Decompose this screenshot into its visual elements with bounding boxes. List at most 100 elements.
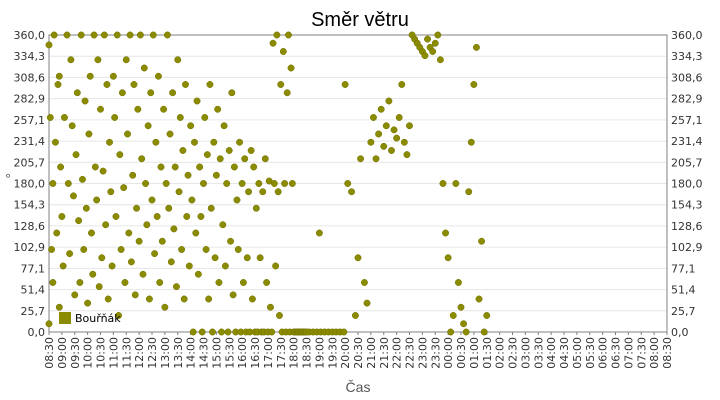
data-point — [121, 279, 129, 286]
data-point — [363, 299, 371, 307]
data-point — [140, 64, 148, 72]
data-point — [218, 328, 225, 336]
data-point — [228, 89, 236, 97]
x-tick-label: 07:00 — [622, 337, 635, 369]
data-point — [367, 138, 375, 146]
data-point — [165, 204, 173, 212]
data-point — [178, 246, 186, 253]
data-point — [81, 97, 89, 105]
x-tick-label: 05:00 — [571, 337, 584, 369]
data-point — [281, 180, 289, 187]
data-point — [215, 279, 223, 286]
data-point — [86, 72, 94, 80]
x-tick-label: 13:00 — [159, 337, 172, 369]
x-tick-label: 10:30 — [95, 337, 108, 369]
data-point — [95, 283, 103, 291]
legend: Bouřňák — [59, 312, 121, 325]
data-point — [348, 188, 356, 196]
data-point — [164, 31, 171, 39]
data-point — [131, 291, 139, 299]
data-point — [475, 295, 483, 303]
data-point — [71, 291, 79, 299]
data-point — [340, 328, 348, 336]
data-point — [288, 180, 296, 187]
x-tick-label: 18:00 — [288, 337, 301, 369]
data-point — [382, 122, 390, 130]
data-point — [115, 312, 122, 319]
y-tick-label-right: 25,7 — [671, 305, 696, 318]
data-point — [276, 312, 283, 319]
data-point — [457, 303, 465, 311]
data-point — [94, 56, 102, 64]
data-point — [344, 180, 352, 187]
y-tick-label-left: 231,4 — [14, 135, 46, 148]
data-point — [106, 138, 113, 146]
x-tick-label: 04:30 — [558, 337, 571, 369]
data-point — [77, 31, 85, 39]
x-tick-label: 11:00 — [107, 337, 120, 369]
x-tick-label: 20:30 — [352, 337, 365, 369]
y-tick-label-left: 308,6 — [14, 71, 46, 84]
data-point — [248, 295, 256, 303]
data-point — [200, 180, 207, 187]
data-point — [104, 295, 112, 303]
data-point — [162, 180, 170, 187]
data-point — [179, 147, 187, 154]
data-point — [118, 89, 126, 97]
y-tick-labels-right: 0,0 25,7 51,4 77,1 102,9 128,6 154,3 180,0 205,7… — [671, 29, 703, 339]
data-point — [210, 138, 218, 146]
x-tick-label: 23:30 — [429, 337, 442, 369]
data-point — [465, 188, 473, 196]
data-point — [173, 283, 180, 291]
data-point — [142, 180, 150, 187]
data-point — [126, 31, 134, 39]
y-tick-label-right: 360,0 — [671, 29, 703, 42]
data-point — [434, 31, 442, 39]
data-point — [442, 229, 449, 237]
y-tick-labels-left: 0,0 25,7 51,4 77,1 102,9 128,6 154,3 180,0 205,7… — [14, 29, 46, 339]
data-point — [180, 295, 188, 303]
data-point — [439, 180, 447, 187]
data-point — [45, 41, 53, 49]
data-point — [175, 188, 183, 196]
y-tick-label-right: 154,3 — [671, 199, 703, 212]
x-tick-label: 20:00 — [339, 337, 352, 369]
data-point — [395, 114, 403, 121]
data-point — [449, 312, 457, 319]
y-tick-label-left: 0,0 — [28, 326, 46, 339]
data-point — [197, 213, 205, 220]
data-point — [221, 262, 229, 270]
data-point — [431, 39, 439, 47]
data-point — [398, 81, 406, 88]
data-point — [225, 147, 233, 154]
y-tick-label-right: 257,1 — [671, 114, 703, 127]
data-point — [202, 246, 210, 253]
data-point — [454, 279, 462, 286]
data-point — [375, 130, 383, 138]
x-tick-label: 23:00 — [416, 337, 429, 369]
data-point — [166, 130, 174, 138]
y-tick-label-right: 231,4 — [671, 135, 703, 148]
y-tick-label-right: 77,1 — [671, 262, 696, 275]
y-tick-label-left: 77,1 — [21, 262, 46, 275]
x-tick-label: 00:30 — [455, 337, 468, 369]
x-tick-label: 08:30 — [43, 337, 56, 369]
data-point — [261, 155, 269, 163]
y-tick-label-left: 154,3 — [14, 199, 46, 212]
data-point — [357, 155, 365, 163]
data-point — [206, 81, 214, 88]
data-point — [176, 114, 184, 121]
data-point — [478, 237, 486, 245]
x-tick-label: 16:00 — [236, 337, 249, 369]
data-point — [236, 138, 244, 146]
x-tick-label: 21:00 — [365, 337, 378, 369]
x-tick-label: 17:00 — [262, 337, 275, 369]
x-tick-label: 22:00 — [391, 337, 404, 369]
data-point — [224, 328, 232, 336]
data-point — [76, 279, 84, 286]
data-point — [263, 279, 271, 286]
data-point — [151, 250, 159, 258]
x-tick-label: 08:30 — [661, 337, 674, 369]
y-tick-label-right: 180,0 — [671, 178, 703, 191]
data-point — [145, 295, 153, 303]
